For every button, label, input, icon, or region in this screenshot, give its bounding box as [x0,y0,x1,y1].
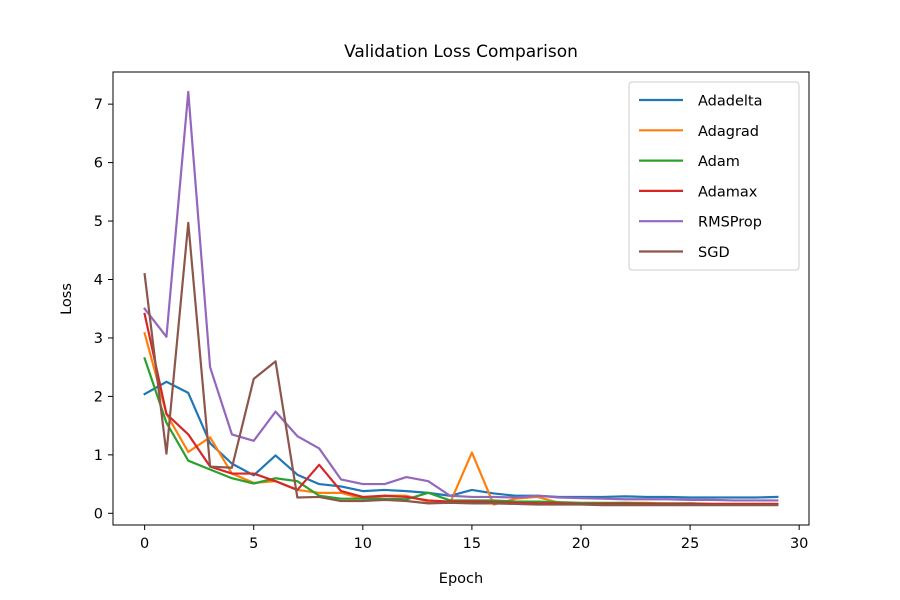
y-tick-label: 5 [94,214,103,230]
legend-label-adam: Adam [698,154,740,170]
legend-box [628,81,800,271]
lines-layer [143,90,779,507]
plot-area [112,71,810,526]
series-line-sgd [143,221,779,507]
y-axis-label: Loss [59,283,75,315]
x-tick-label: 15 [463,536,481,552]
legend-label-rmsprop: RMSProp [698,215,762,231]
x-axis-label: Epoch [439,571,483,587]
y-axis-ticks: 0 1 2 3 4 5 6 7 [94,97,113,522]
x-tick-label: 20 [572,536,590,552]
x-tick-label: 10 [354,536,372,552]
x-tick-label: 25 [681,536,699,552]
legend-label-adagrad: Adagrad [698,124,759,140]
legend-label-adadelta: Adadelta [698,94,762,110]
legend-label-sgd: SGD [698,245,730,261]
series-line-rmsprop [143,90,779,502]
legend-label-adamax: Adamax [698,184,758,200]
series-line-adamax [143,312,779,506]
axes-frame [112,71,810,526]
y-tick-label: 2 [94,389,103,405]
x-axis-ticks: 0 5 10 15 20 25 30 [140,525,808,552]
x-tick-label: 30 [790,536,808,552]
y-tick-label: 7 [94,97,103,113]
y-tick-label: 1 [94,448,103,464]
x-tick-label: 0 [140,536,149,552]
y-tick-label: 0 [94,506,103,522]
x-tick-label: 5 [249,536,258,552]
chart-title: Validation Loss Comparison [344,42,578,62]
legend-items: Adadelta Adagrad Adam Adamax RMSProp SGD [639,94,762,261]
y-tick-label: 4 [94,273,103,289]
y-tick-label: 6 [94,156,103,172]
y-tick-label: 3 [94,331,103,347]
legend: Adadelta Adagrad Adam Adamax RMSProp SGD [628,81,800,271]
